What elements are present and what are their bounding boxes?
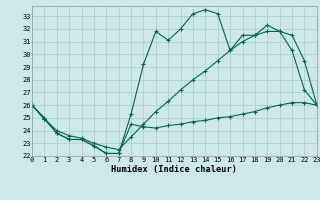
X-axis label: Humidex (Indice chaleur): Humidex (Indice chaleur) <box>111 165 237 174</box>
